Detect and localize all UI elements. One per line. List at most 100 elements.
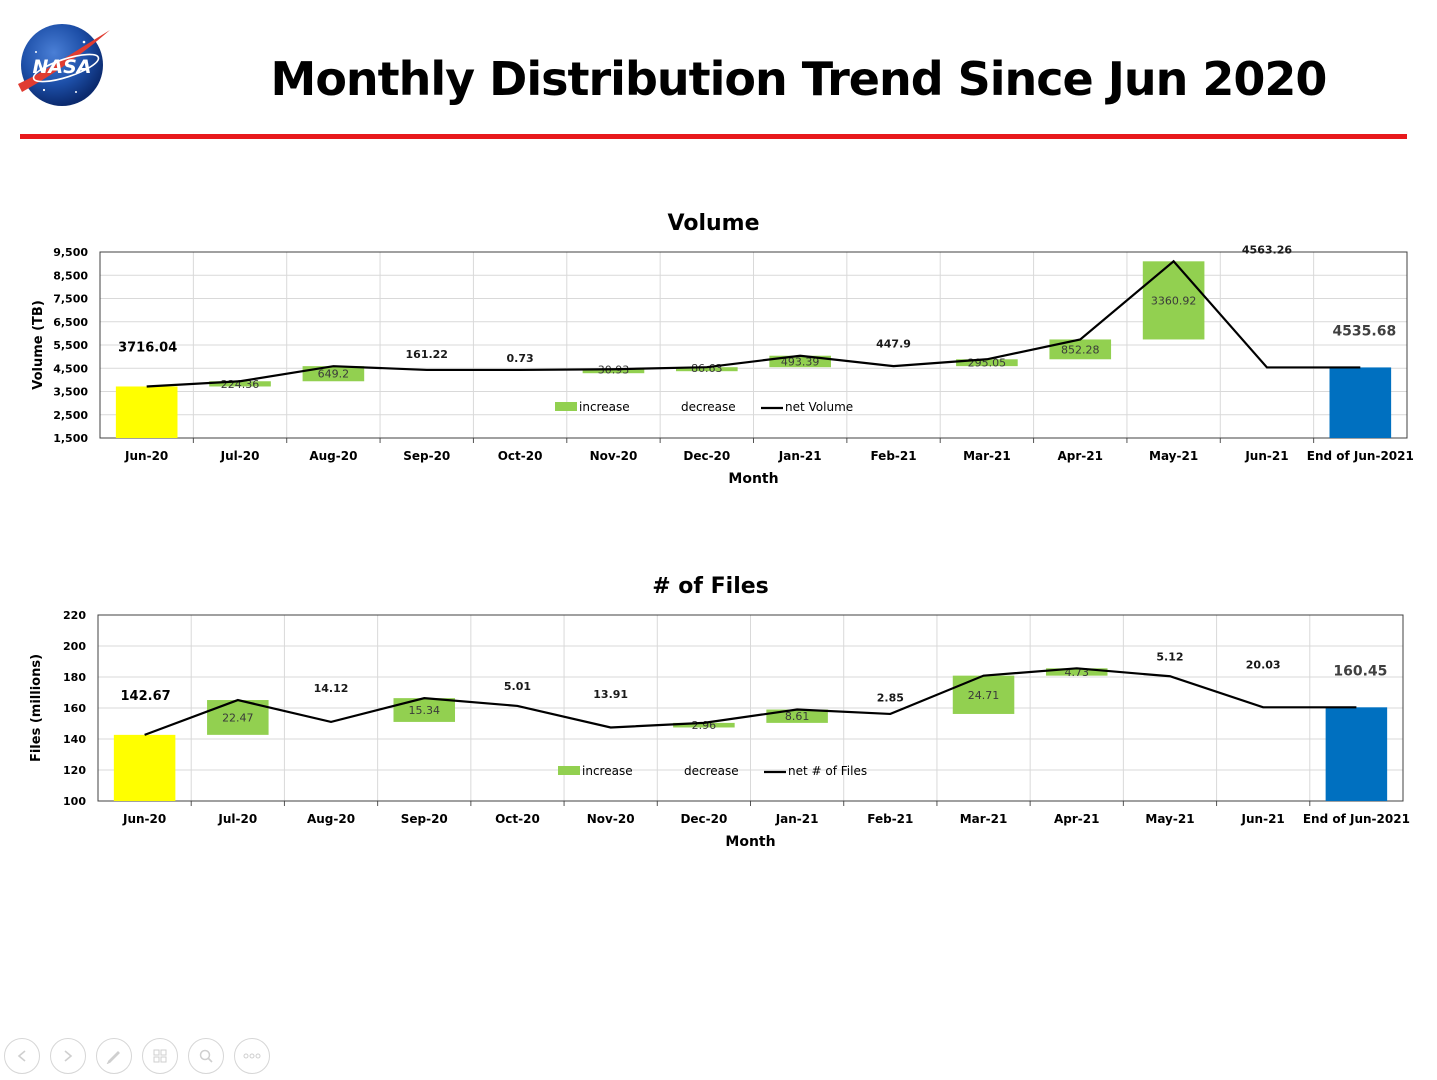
change-data-label: 13.91 (593, 688, 628, 701)
x-tick-label: Nov-20 (590, 449, 638, 463)
x-axis-title: Month (725, 834, 775, 850)
y-tick-label: 9,500 (53, 246, 88, 259)
end-bar-label: 4535.68 (1332, 323, 1396, 339)
x-tick-label: May-21 (1145, 812, 1194, 826)
end-bar (1329, 367, 1392, 438)
y-tick-label: 220 (63, 609, 86, 622)
legend-net-label: net Volume (785, 400, 853, 414)
change-data-label: 5.12 (1156, 650, 1183, 663)
y-tick-label: 120 (63, 764, 86, 777)
increase-bar (956, 359, 1018, 367)
y-tick-label: 6,500 (53, 316, 88, 329)
x-tick-label: Jul-20 (220, 449, 260, 463)
increase-bar (673, 722, 735, 728)
increase-bar (209, 381, 271, 387)
y-tick-label: 5,500 (53, 339, 88, 352)
start-bar (115, 386, 178, 438)
x-tick-label: Nov-20 (587, 812, 635, 826)
end-bar (1325, 707, 1388, 801)
more-icon[interactable] (234, 1038, 270, 1074)
change-data-label: 852.28 (1061, 343, 1100, 356)
change-data-label: 20.03 (1246, 658, 1281, 671)
increase-bar (766, 709, 828, 723)
start-bar-label: 3716.04 (118, 340, 177, 355)
x-tick-label: Jan-21 (775, 812, 819, 826)
x-tick-label: Mar-21 (960, 812, 1008, 826)
chart-title: Volume (668, 211, 760, 236)
change-data-label: 649.2 (318, 368, 350, 381)
legend-increase-swatch (558, 766, 580, 775)
files-chart: # of Files 100 120 140 160 180 200 220 142.67 22.… (29, 574, 1410, 850)
x-tick-label: End of Jun-2021 (1307, 449, 1414, 463)
x-tick-label: Jun-20 (122, 812, 166, 826)
change-data-label: 493.39 (781, 355, 820, 368)
y-tick-label: 8,500 (53, 269, 88, 282)
next-icon[interactable] (50, 1038, 86, 1074)
zoom-icon[interactable] (188, 1038, 224, 1074)
volume-chart: Volume 1,500 2,500 3,500 4,500 5,500 6,500 7,50… (31, 211, 1414, 487)
previous-icon[interactable] (4, 1038, 40, 1074)
slides-icon[interactable] (142, 1038, 178, 1074)
legend-net-label: net # of Files (788, 764, 867, 778)
x-tick-label: May-21 (1149, 449, 1198, 463)
pen-icon[interactable] (96, 1038, 132, 1074)
increase-bar (393, 698, 456, 722)
change-data-label: 161.22 (406, 348, 448, 361)
slideshow-toolbar (4, 1038, 270, 1076)
x-tick-label: Apr-21 (1058, 449, 1103, 463)
x-tick-label: Jan-21 (778, 449, 822, 463)
y-tick-label: 200 (63, 640, 86, 653)
change-data-label: 15.34 (409, 704, 441, 717)
y-tick-label: 3,500 (53, 386, 88, 399)
increase-bar (1045, 668, 1108, 676)
x-tick-label: Feb-21 (867, 812, 913, 826)
x-tick-label: End of Jun-2021 (1303, 812, 1410, 826)
y-tick-label: 140 (63, 733, 86, 746)
increase-bar (952, 675, 1015, 714)
change-data-label: 0.73 (507, 352, 534, 365)
change-data-label: 8.61 (785, 710, 810, 723)
x-tick-label: Oct-20 (495, 812, 540, 826)
change-data-label: 22.47 (222, 711, 254, 724)
logo-lettering: NASA (33, 56, 92, 78)
x-tick-label: Jun-21 (1241, 812, 1285, 826)
chart-title: # of Files (652, 574, 769, 599)
plot-area-border (99, 251, 1408, 439)
x-tick-label: Aug-20 (307, 812, 355, 826)
increase-bar (582, 369, 645, 374)
page-title: Monthly Distribution Trend Since Jun 202… (270, 52, 1328, 106)
y-tick-label: 4,500 (53, 362, 88, 375)
change-data-label: 5.01 (504, 680, 531, 693)
y-tick-label: 7,500 (53, 293, 88, 306)
y-tick-label: 1,500 (53, 432, 88, 445)
change-data-label: 24.71 (968, 689, 1000, 702)
increase-bar (302, 366, 365, 382)
change-data-label: 2.85 (877, 692, 904, 705)
plot-area-border (97, 614, 1404, 802)
net-line (146, 259, 1361, 388)
y-tick-label: 180 (63, 671, 86, 684)
net-line (144, 667, 1357, 736)
legend-decrease-label: decrease (684, 764, 739, 778)
y-tick-label: 160 (63, 702, 86, 715)
nasa-meatball-icon: NASA (18, 24, 110, 106)
legend-increase-swatch (555, 402, 577, 411)
x-tick-label: Dec-20 (680, 812, 727, 826)
change-data-label: 14.12 (314, 682, 349, 695)
increase-bar (1049, 339, 1112, 360)
y-axis-title: Files (millions) (29, 654, 44, 762)
x-tick-label: Jun-21 (1244, 449, 1288, 463)
end-bar-label: 160.45 (1333, 663, 1387, 679)
change-data-label: 447.9 (876, 338, 911, 351)
x-tick-label: Sep-20 (403, 449, 450, 463)
x-tick-label: Aug-20 (309, 449, 357, 463)
nasa-logo: NASA (14, 22, 110, 108)
y-axis-title: Volume (TB) (31, 300, 46, 390)
x-tick-label: Jun-20 (124, 449, 168, 463)
x-tick-label: Mar-21 (963, 449, 1011, 463)
change-data-label: 3360.92 (1151, 294, 1197, 307)
x-tick-label: Sep-20 (401, 812, 448, 826)
y-tick-label: 2,500 (53, 409, 88, 422)
start-bar-label: 142.67 (121, 689, 171, 704)
start-bar (113, 734, 176, 801)
